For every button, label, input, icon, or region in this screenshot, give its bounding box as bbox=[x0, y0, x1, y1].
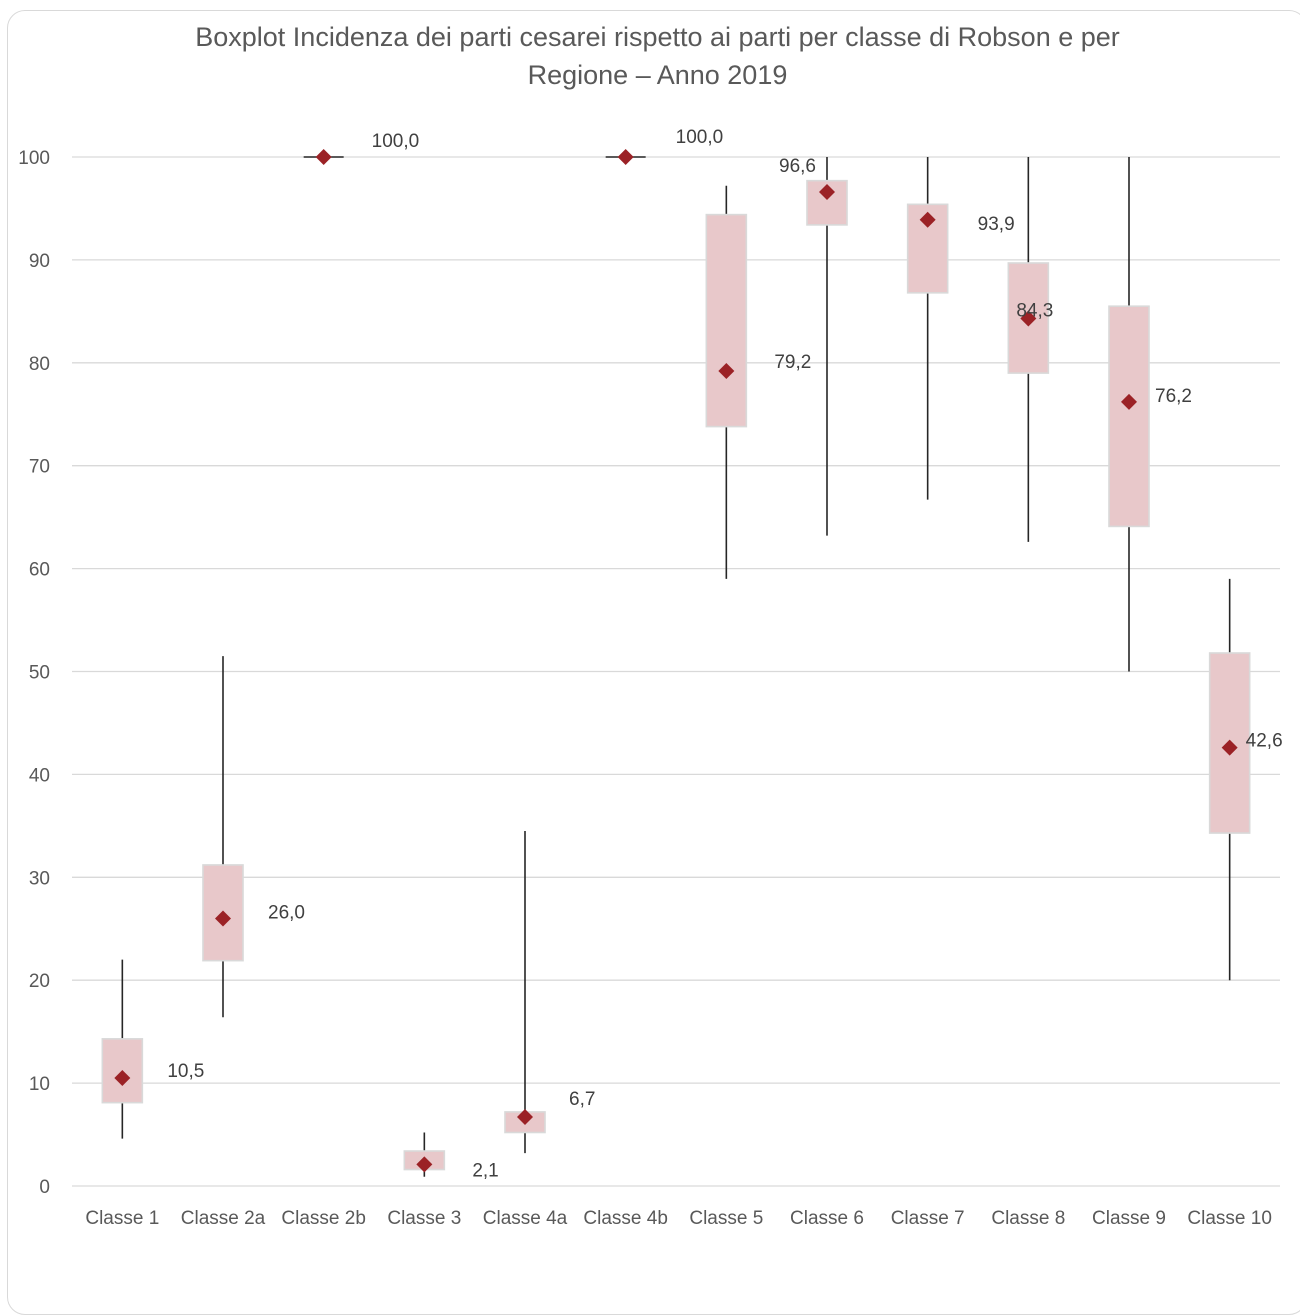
box-iqr bbox=[1108, 305, 1150, 528]
mean-marker bbox=[215, 910, 231, 927]
mean-data-label: 100,0 bbox=[372, 131, 420, 152]
mean-marker bbox=[1020, 310, 1037, 327]
x-tick-label: Classe 9 bbox=[1092, 1208, 1166, 1229]
box-iqr bbox=[705, 213, 748, 428]
mean-data-label: 84,3 bbox=[1016, 301, 1053, 322]
mean-marker bbox=[819, 183, 835, 200]
x-tick-label: Classe 7 bbox=[891, 1208, 965, 1229]
mean-data-label: 93,9 bbox=[978, 214, 1015, 235]
mean-data-label: 2,1 bbox=[472, 1160, 498, 1181]
chart-title-line-1: Boxplot Incidenza dei parti cesarei risp… bbox=[195, 22, 1120, 52]
mean-data-label: 96,6 bbox=[779, 156, 816, 177]
y-tick-label: 90 bbox=[29, 251, 50, 272]
mean-marker bbox=[617, 149, 634, 165]
mean-data-label: 10,5 bbox=[167, 1061, 204, 1082]
mean-marker bbox=[517, 1109, 533, 1126]
x-tick-label: Classe 5 bbox=[689, 1208, 763, 1229]
y-tick-label: 50 bbox=[29, 663, 50, 684]
mean-marker bbox=[315, 149, 332, 165]
chart-title: Boxplot Incidenza dei parti cesarei risp… bbox=[0, 18, 1300, 94]
box-iqr bbox=[806, 179, 848, 226]
y-tick-label: 40 bbox=[29, 765, 50, 786]
mean-data-label: 6,7 bbox=[569, 1089, 595, 1110]
x-tick-label: Classe 2a bbox=[181, 1208, 266, 1229]
x-tick-label: Classe 6 bbox=[790, 1208, 864, 1229]
x-tick-label: Classe 4a bbox=[483, 1208, 568, 1229]
mean-data-label: 42,6 bbox=[1246, 731, 1283, 752]
mean-data-label: 26,0 bbox=[268, 902, 305, 923]
mean-marker bbox=[919, 211, 936, 228]
mean-data-label: 100,0 bbox=[676, 127, 724, 148]
y-tick-label: 60 bbox=[29, 560, 50, 581]
y-tick-label: 20 bbox=[29, 971, 50, 992]
mean-marker bbox=[416, 1156, 433, 1173]
y-tick-label: 100 bbox=[18, 148, 50, 169]
mean-marker bbox=[1221, 739, 1238, 756]
x-tick-label: Classe 2b bbox=[281, 1208, 366, 1229]
mean-data-label: 79,2 bbox=[774, 352, 811, 373]
mean-marker bbox=[718, 363, 735, 380]
y-tick-label: 30 bbox=[29, 868, 50, 889]
y-tick-label: 10 bbox=[29, 1074, 50, 1095]
y-tick-label: 80 bbox=[29, 354, 50, 375]
mean-marker bbox=[1121, 393, 1137, 410]
x-tick-label: Classe 8 bbox=[991, 1208, 1065, 1229]
x-tick-label: Classe 3 bbox=[387, 1208, 461, 1229]
chart-title-line-2: Regione – Anno 2019 bbox=[527, 60, 788, 90]
y-tick-label: 0 bbox=[39, 1177, 50, 1198]
x-tick-label: Classe 10 bbox=[1187, 1208, 1272, 1229]
x-tick-label: Classe 1 bbox=[85, 1208, 159, 1229]
y-tick-label: 70 bbox=[29, 457, 50, 478]
mean-marker bbox=[114, 1069, 131, 1086]
mean-data-label: 76,2 bbox=[1155, 386, 1192, 407]
box-iqr bbox=[906, 203, 949, 294]
x-tick-label: Classe 4b bbox=[583, 1208, 668, 1229]
